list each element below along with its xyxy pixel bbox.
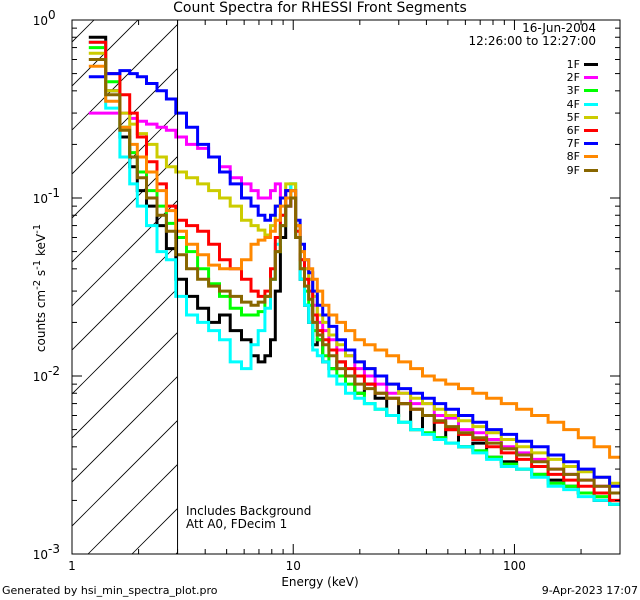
legend-label: 1F xyxy=(566,58,580,71)
y-tick-label: 10 xyxy=(33,548,48,562)
series-3F xyxy=(88,46,620,506)
background-note: Includes Background Att A0, FDecim 1 xyxy=(186,505,311,531)
excluded-energy-hatch xyxy=(0,0,177,554)
hatch-line xyxy=(72,200,177,307)
y-tick-exponent: -2 xyxy=(48,364,60,378)
y-axis-label: counts cm-2 s-1 keV-1 xyxy=(32,223,48,353)
legend-label: 9F xyxy=(566,163,580,177)
legend-label: 2F xyxy=(566,71,580,85)
y-tick-exponent: -3 xyxy=(48,542,60,556)
legend-swatch xyxy=(584,168,598,172)
legend-item: 9F xyxy=(556,164,598,177)
x-axis-label: Energy (keV) xyxy=(281,575,359,589)
legend-label: 8F xyxy=(566,150,580,164)
legend-swatch xyxy=(584,142,598,146)
legend-swatch xyxy=(584,129,598,133)
hatch-line xyxy=(72,288,177,395)
legend-swatch xyxy=(584,155,598,159)
hatch-line xyxy=(72,20,95,43)
x-tick-label: 100 xyxy=(503,559,526,573)
legend-label: 5F xyxy=(566,110,580,124)
legend-swatch xyxy=(584,102,598,106)
hatch-line xyxy=(0,0,116,554)
series-5F xyxy=(88,51,620,485)
note-line-1: Includes Background xyxy=(186,504,312,518)
x-tick-label: 10 xyxy=(286,559,301,573)
generated-by-label: Generated by hsi_min_spectra_plot.pro xyxy=(2,584,218,597)
legend-item: 6F xyxy=(556,124,598,137)
observation-time-range: 12:26:00 to 12:27:00 xyxy=(468,34,596,48)
legend-item: 8F xyxy=(556,150,598,163)
y-tick-exponent: 0 xyxy=(48,8,56,22)
observation-header: 16-Jun-2004 12:26:00 to 12:27:00 xyxy=(469,22,596,48)
plot-frame xyxy=(71,19,621,555)
series-1F xyxy=(88,35,620,506)
hatch-line xyxy=(72,420,177,527)
series-2F xyxy=(88,111,620,495)
legend-label: 3F xyxy=(566,84,580,98)
legend-swatch xyxy=(584,115,598,119)
legend-swatch xyxy=(584,63,598,67)
legend: 1F 2F 3F 4F 5F 6F 7F 8F 9F xyxy=(556,58,598,177)
y-tick-label: 10 xyxy=(33,370,48,384)
note-line-2: Att A0, FDecim 1 xyxy=(186,517,288,531)
hatch-line xyxy=(72,376,177,483)
series-9F xyxy=(88,58,620,495)
series-4F xyxy=(88,40,620,506)
y-tick-exponent: -1 xyxy=(48,186,60,200)
legend-item: 1F xyxy=(556,58,598,71)
legend-item: 3F xyxy=(556,84,598,97)
footer-timestamp: 9-Apr-2023 17:07 xyxy=(541,584,638,597)
observation-date: 16-Jun-2004 xyxy=(522,21,596,35)
series-8F xyxy=(88,64,620,459)
x-tick-label: 1 xyxy=(68,559,76,573)
hatch-line xyxy=(72,156,177,263)
legend-item: 5F xyxy=(556,111,598,124)
hatch-line xyxy=(72,112,177,219)
legend-swatch xyxy=(584,76,598,80)
y-tick-label: 10 xyxy=(33,14,48,28)
series-7F xyxy=(88,69,620,488)
series-layer xyxy=(88,35,620,506)
legend-label: 7F xyxy=(566,137,580,151)
legend-label: 6F xyxy=(566,123,580,137)
legend-swatch xyxy=(584,89,598,93)
hatch-line xyxy=(72,20,139,87)
legend-item: 2F xyxy=(556,71,598,84)
legend-item: 7F xyxy=(556,137,598,150)
chart-title: Count Spectra for RHESSI Front Segments xyxy=(173,0,467,16)
hatch-line xyxy=(72,244,177,351)
legend-item: 4F xyxy=(556,98,598,111)
hatch-line xyxy=(72,24,177,131)
legend-label: 4F xyxy=(566,97,580,111)
series-6F xyxy=(88,40,620,502)
y-tick-label: 10 xyxy=(33,192,48,206)
